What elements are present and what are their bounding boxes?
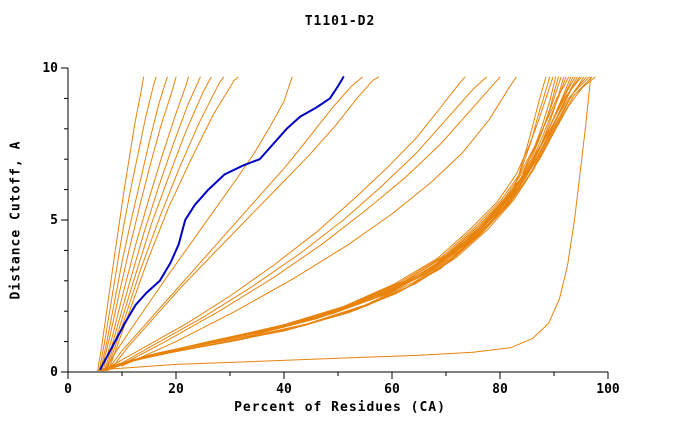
model-curve <box>98 76 157 371</box>
x-tick-label: 20 <box>168 382 184 397</box>
model-curve <box>101 76 587 371</box>
model-curve <box>98 76 572 371</box>
model-curve <box>102 76 189 371</box>
model-curve <box>100 76 567 371</box>
model-curve <box>108 76 363 370</box>
model-curve <box>101 76 574 371</box>
model-curve <box>105 76 212 371</box>
x-tick-label: 100 <box>596 382 620 397</box>
y-tick-label: 0 <box>50 365 58 380</box>
model-curve <box>118 76 501 367</box>
model-curve <box>97 76 145 371</box>
x-axis-label: Percent of Residues (CA) <box>234 400 446 415</box>
x-tick-label: 40 <box>276 382 292 397</box>
model-curve <box>110 76 592 370</box>
x-tick-label: 60 <box>384 382 400 397</box>
model-curve <box>97 76 565 371</box>
model-curve <box>99 76 168 371</box>
model-curve <box>121 76 517 367</box>
x-tick-label: 0 <box>64 382 72 397</box>
model-curve <box>102 76 580 371</box>
model-curve <box>97 76 585 371</box>
y-tick-label: 10 <box>42 61 58 76</box>
model-curve <box>105 76 293 370</box>
model-curve <box>106 76 224 371</box>
model-curve <box>102 76 596 371</box>
model-curve <box>104 76 582 371</box>
y-tick-label: 5 <box>50 213 58 228</box>
model-curve <box>108 76 239 371</box>
model-curve <box>110 76 466 367</box>
chart-title: T1101-D2 <box>304 14 376 29</box>
model-curve <box>116 76 487 367</box>
model-curve <box>110 76 379 370</box>
model-curve <box>105 76 576 371</box>
model-curve <box>101 76 177 371</box>
model-curve <box>104 76 201 371</box>
model-curve <box>103 76 590 371</box>
reference-curve <box>99 76 345 370</box>
x-tick-label: 80 <box>492 382 508 397</box>
